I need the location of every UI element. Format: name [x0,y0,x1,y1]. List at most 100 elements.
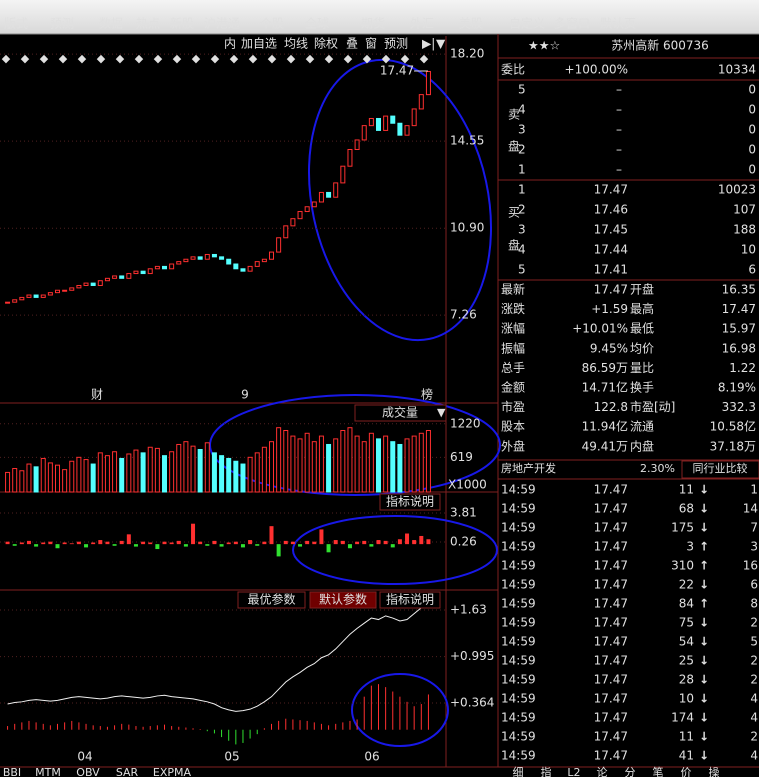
stat-label: 金额 [501,380,525,395]
tab[interactable]: 论 [597,765,608,777]
candle [183,258,189,263]
event-marker: ◆ [78,52,87,65]
candle [119,275,125,279]
volume-bar [211,452,217,493]
trade-time: 14:59 [501,635,536,649]
button[interactable] [309,591,377,609]
stat-value: +1.59 [591,302,628,316]
tab[interactable]: 指 [541,765,552,777]
candle [47,292,53,296]
trade-count: 4 [750,711,758,725]
tab[interactable]: 笔 [653,765,664,777]
trade-volume: 25 [679,654,694,668]
stat-value: 11.94亿 [582,419,628,434]
trade-count: 2 [750,654,758,668]
tab[interactable]: 细 [513,766,524,777]
indicator-bar [26,540,31,545]
stock-title: 苏州高新 600736 [611,38,709,53]
tab[interactable]: 操 [709,765,720,777]
tab[interactable]: L2 [567,766,580,777]
volume-bar [176,443,182,493]
indicator-bar [212,540,217,545]
stat-label: 最新 [501,282,525,297]
tab: SAR [116,766,139,777]
dropdown[interactable] [354,404,447,422]
candle [204,253,210,260]
volume-bar [397,443,403,493]
chart-tool: 叠 [346,37,358,51]
button[interactable] [379,591,441,609]
toolbar-button: 全球 [305,16,329,31]
stat-value: 122.8 [594,400,628,414]
trade-volume: 174 [671,711,694,725]
indicator-bar [76,541,81,545]
stat-label: 最高 [630,301,654,316]
indicator-bar [62,542,67,545]
volume-bar [333,438,339,493]
last-price: 17.47 [380,64,414,78]
candle [397,122,403,136]
stat-value: 17.47 [722,302,756,316]
indicator-bar [169,542,174,545]
candle [318,191,324,203]
volume-bar [354,435,360,493]
button[interactable] [379,493,441,511]
indicator-bar [205,544,210,546]
volume-bar [297,438,303,493]
candle [418,94,424,110]
stat-value: 14.71亿 [582,380,628,395]
trade-count: 2 [750,616,758,630]
volume-bar [190,445,196,493]
candle [140,270,146,275]
industry: 房地产开发 [501,461,556,475]
trade-volume: 175 [671,521,694,535]
indicator-bar [283,540,288,545]
button[interactable] [237,591,306,609]
event-tag: 9 [241,388,249,402]
volume-bar [104,455,110,493]
volume-bar [83,459,89,493]
trade-time: 14:59 [501,521,536,535]
event-marker: ◆ [344,52,353,65]
stat-value: 16.98 [722,341,756,355]
trade-arrow: ↓ [699,692,709,706]
tab[interactable]: 价 [681,766,692,777]
nav-icon[interactable]: ▼ [436,37,446,51]
button-label: 最优参数 [247,592,295,607]
volume-bar [283,429,289,493]
candle [240,268,246,272]
nav-icon[interactable]: ▶| [422,37,435,51]
candle [112,275,118,279]
volume-bar [411,435,417,493]
indicator-bar [91,542,96,545]
stat-label: 均价 [630,341,654,355]
trade-arrow: ↓ [699,578,709,592]
trade-price: 17.47 [594,540,628,554]
stat-value: 10.58亿 [710,419,756,434]
event-marker: ◆ [59,52,68,65]
trade-volume: 75 [679,616,694,630]
volume-bar [204,442,210,493]
volume-bar [290,435,296,493]
volume-bar [347,427,353,493]
trade-arrow: ↓ [699,616,709,630]
indicator-bar [148,542,153,545]
trade-price: 17.47 [594,578,628,592]
event-marker: ◆ [97,52,106,65]
candle [233,263,239,270]
button[interactable] [681,460,759,479]
candle [190,256,196,260]
candle [26,294,32,298]
candle [326,191,332,198]
value: 10334 [718,63,756,77]
side-label: 盘 [508,139,520,154]
trade-count: 14 [743,502,758,516]
trade-volume: 41 [679,749,694,763]
stat-value: 86.59万 [582,361,628,375]
stat-label: 最低 [630,322,654,336]
indicator-bar [312,541,317,545]
tab[interactable]: 分 [625,766,636,777]
volume-bar [425,429,431,493]
event-marker: ◆ [2,52,11,65]
level: 4 [518,243,526,257]
